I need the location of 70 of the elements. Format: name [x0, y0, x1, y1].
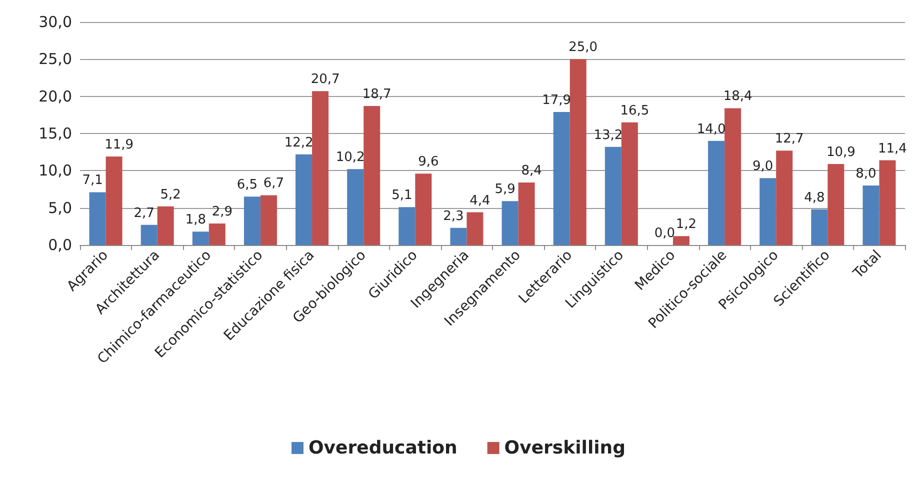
- data-label: 5,2: [160, 187, 181, 202]
- data-label: 13,2: [594, 128, 623, 143]
- data-label: 5,9: [494, 182, 516, 198]
- data-label: 12,2: [284, 135, 314, 150]
- y-tick-label: 20,0: [38, 87, 72, 106]
- bar: [604, 146, 622, 245]
- data-label: 20,7: [310, 72, 340, 88]
- data-label: 2,7: [134, 206, 154, 221]
- data-label: 6,7: [263, 176, 284, 192]
- data-label: 10,2: [336, 150, 365, 166]
- bar: [450, 228, 467, 245]
- bar: [621, 122, 638, 245]
- bar: [708, 140, 725, 245]
- data-label: 11,4: [878, 141, 907, 156]
- bar: [518, 182, 535, 245]
- legend-label: Overskilling: [504, 438, 626, 458]
- data-label: 9,6: [418, 154, 439, 170]
- data-label: 4,4: [470, 193, 490, 208]
- bar: [260, 195, 277, 245]
- bar: [312, 91, 329, 245]
- bar: [672, 236, 690, 245]
- bar: [192, 232, 209, 245]
- bar: [811, 209, 828, 245]
- y-tick-label: 0,0: [48, 236, 72, 254]
- bar: [570, 59, 586, 245]
- data-label: 11,9: [104, 138, 134, 153]
- data-label: 18,7: [362, 86, 392, 102]
- bar: [553, 112, 570, 245]
- bar: [776, 150, 793, 245]
- data-label: 10,9: [826, 144, 856, 160]
- data-label: 2,3: [443, 208, 464, 224]
- data-label: 1,8: [185, 212, 206, 228]
- bar: [296, 154, 312, 245]
- bar: [364, 106, 380, 245]
- y-tick-label: 30,0: [38, 13, 72, 31]
- y-tick-label: 15,0: [38, 124, 72, 142]
- y-tick-label: 25,0: [38, 50, 72, 68]
- bar: [415, 174, 432, 245]
- bar: [760, 178, 776, 245]
- data-label: 25,0: [568, 40, 598, 56]
- bar: [208, 223, 226, 245]
- data-label: 6,5: [236, 178, 258, 193]
- bar: [244, 196, 260, 245]
- data-label: 2,9: [212, 204, 232, 220]
- data-label: 18,4: [723, 89, 752, 104]
- data-label: 4,8: [804, 190, 825, 206]
- data-label: 12,7: [774, 132, 804, 147]
- y-tick-label: 10,0: [38, 162, 72, 180]
- bar: [347, 169, 364, 245]
- legend-label: Overeducation: [308, 438, 458, 458]
- bar: [862, 186, 880, 245]
- bar: [140, 224, 158, 245]
- bar: [466, 212, 484, 245]
- bar: [89, 192, 106, 245]
- bar: [879, 160, 896, 245]
- bar: [724, 108, 742, 245]
- bar: [502, 201, 518, 245]
- data-label: 5,1: [392, 188, 412, 204]
- data-label: 8,0: [856, 166, 876, 182]
- bar: [106, 156, 122, 245]
- data-label: 1,2: [676, 217, 697, 232]
- data-label: 16,5: [620, 103, 650, 118]
- y-tick-label: 5,0: [48, 198, 72, 217]
- bar: [828, 164, 844, 245]
- data-label: 0,0: [654, 226, 676, 241]
- data-label: 7,1: [82, 173, 103, 188]
- data-label: 8,4: [521, 164, 542, 179]
- bar: [157, 206, 174, 245]
- bar: [398, 207, 416, 245]
- data-label: 9,0: [752, 159, 774, 174]
